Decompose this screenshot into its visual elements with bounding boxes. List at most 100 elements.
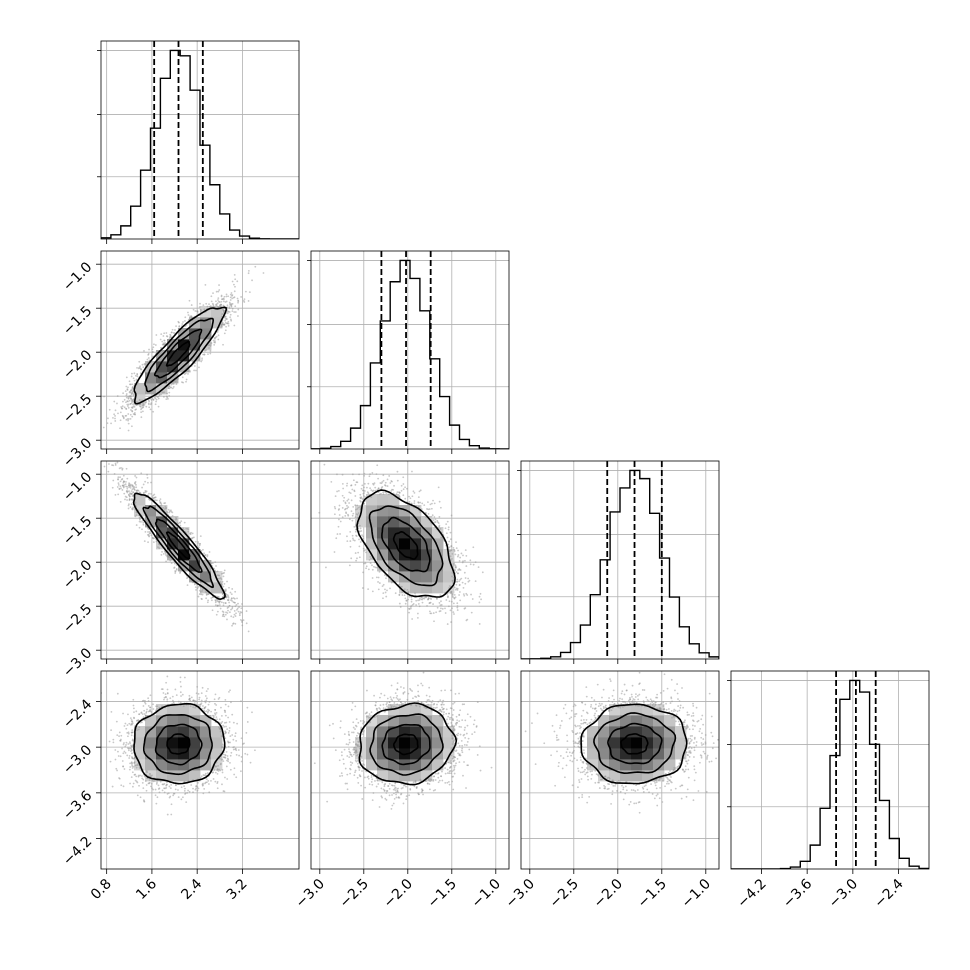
scatter-point xyxy=(146,361,149,364)
scatter-point xyxy=(132,704,135,707)
scatter-point xyxy=(337,489,340,492)
density-cell xyxy=(432,759,444,771)
scatter-point xyxy=(114,417,116,420)
scatter-point xyxy=(174,688,177,691)
scatter-point xyxy=(409,788,412,791)
scatter-point xyxy=(393,792,395,795)
scatter-point xyxy=(687,776,690,779)
scatter-point xyxy=(204,590,207,593)
density-cell xyxy=(156,759,168,771)
scatter-point xyxy=(225,593,228,596)
scatter-point xyxy=(197,585,200,588)
scatter-point xyxy=(369,473,371,476)
scatter-point xyxy=(122,480,125,483)
scatter-point xyxy=(451,743,454,745)
scatter-point xyxy=(386,701,388,704)
scatter-point xyxy=(674,787,677,790)
scatter-point xyxy=(441,779,444,782)
scatter-point xyxy=(162,391,165,394)
scatter-point xyxy=(188,697,191,700)
scatter-point xyxy=(365,551,367,554)
scatter-point xyxy=(693,765,696,768)
scatter-point xyxy=(581,796,584,799)
scatter-point xyxy=(450,725,453,728)
scatter-point xyxy=(710,760,713,763)
density-cell xyxy=(200,582,212,594)
scatter-point xyxy=(236,722,239,725)
scatter-point xyxy=(451,572,454,574)
scatter-point xyxy=(373,565,375,568)
scatter-point xyxy=(374,780,376,782)
scatter-point xyxy=(205,778,208,781)
scatter-point xyxy=(131,757,134,759)
scatter-point xyxy=(396,790,399,793)
density-cell xyxy=(200,737,212,749)
scatter-point xyxy=(114,464,117,466)
scatter-point xyxy=(141,486,144,489)
scatter-point xyxy=(129,383,132,386)
scatter-point xyxy=(430,507,433,510)
scatter-point xyxy=(619,697,621,700)
scatter-point xyxy=(234,615,237,617)
scatter-point xyxy=(167,508,170,511)
scatter-point xyxy=(224,737,227,740)
scatter-point xyxy=(356,504,359,507)
scatter-point xyxy=(170,562,173,564)
scatter-point xyxy=(172,794,175,797)
scatter-point xyxy=(130,734,133,737)
scatter-point xyxy=(199,311,202,313)
scatter-point xyxy=(141,775,143,777)
scatter-point xyxy=(363,482,366,485)
scatter-point xyxy=(402,802,405,805)
scatter-point xyxy=(393,787,396,790)
scatter-point xyxy=(184,792,187,794)
scatter-point xyxy=(192,699,195,702)
density-cell xyxy=(189,748,201,760)
density-cell xyxy=(189,328,201,340)
scatter-point xyxy=(456,555,459,558)
scatter-point xyxy=(115,767,118,770)
scatter-point xyxy=(702,738,705,740)
scatter-point xyxy=(395,796,398,799)
scatter-point xyxy=(187,311,189,314)
scatter-point xyxy=(417,792,419,795)
scatter-point xyxy=(686,788,689,791)
scatter-point xyxy=(647,700,650,703)
scatter-point xyxy=(349,545,352,548)
scatter-point xyxy=(222,790,225,792)
scatter-point xyxy=(565,764,568,767)
scatter-point xyxy=(386,589,388,592)
scatter-point xyxy=(386,705,388,708)
scatter-point xyxy=(199,705,201,708)
scatter-point xyxy=(146,473,148,476)
scatter-point xyxy=(681,687,683,689)
scatter-point xyxy=(654,779,657,782)
density-cell xyxy=(167,704,179,716)
scatter-point xyxy=(356,753,359,756)
scatter-point xyxy=(460,739,463,742)
scatter-point xyxy=(381,781,384,784)
scatter-point xyxy=(368,713,371,715)
scatter-point xyxy=(566,748,569,751)
scatter-point xyxy=(437,776,440,779)
density-cell xyxy=(178,770,190,782)
scatter-point xyxy=(244,752,247,755)
scatter-point xyxy=(137,728,140,731)
scatter-point xyxy=(129,417,132,420)
scatter-point xyxy=(167,387,170,389)
scatter-point xyxy=(448,783,451,786)
scatter-point xyxy=(455,715,458,718)
scatter-point xyxy=(437,700,440,703)
scatter-point xyxy=(216,600,219,603)
scatter-point xyxy=(642,787,645,790)
scatter-point xyxy=(353,751,356,754)
density-cell xyxy=(377,770,389,782)
scatter-point xyxy=(181,796,184,799)
scatter-point xyxy=(452,576,455,579)
scatter-point xyxy=(609,678,611,681)
scatter-point xyxy=(349,761,352,764)
scatter-point xyxy=(465,787,467,789)
scatter-point xyxy=(348,738,351,741)
scatter-point xyxy=(163,508,166,510)
scatter-point xyxy=(216,570,219,573)
